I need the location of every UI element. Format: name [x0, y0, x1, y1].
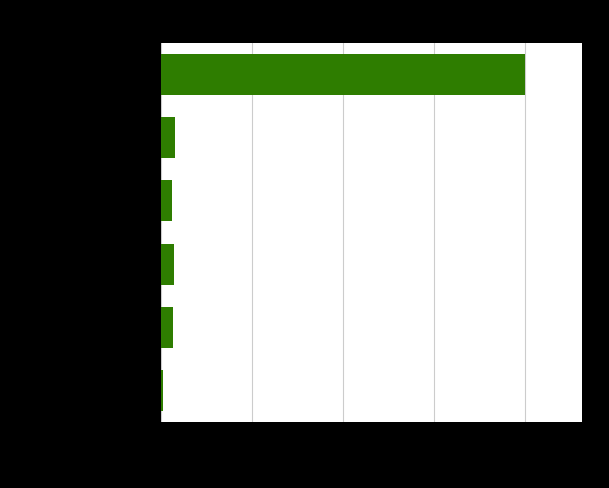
- Bar: [161, 55, 525, 96]
- Bar: [161, 181, 172, 222]
- Bar: [161, 370, 163, 411]
- Bar: [161, 307, 174, 348]
- Bar: [161, 244, 174, 285]
- Bar: [161, 118, 175, 159]
